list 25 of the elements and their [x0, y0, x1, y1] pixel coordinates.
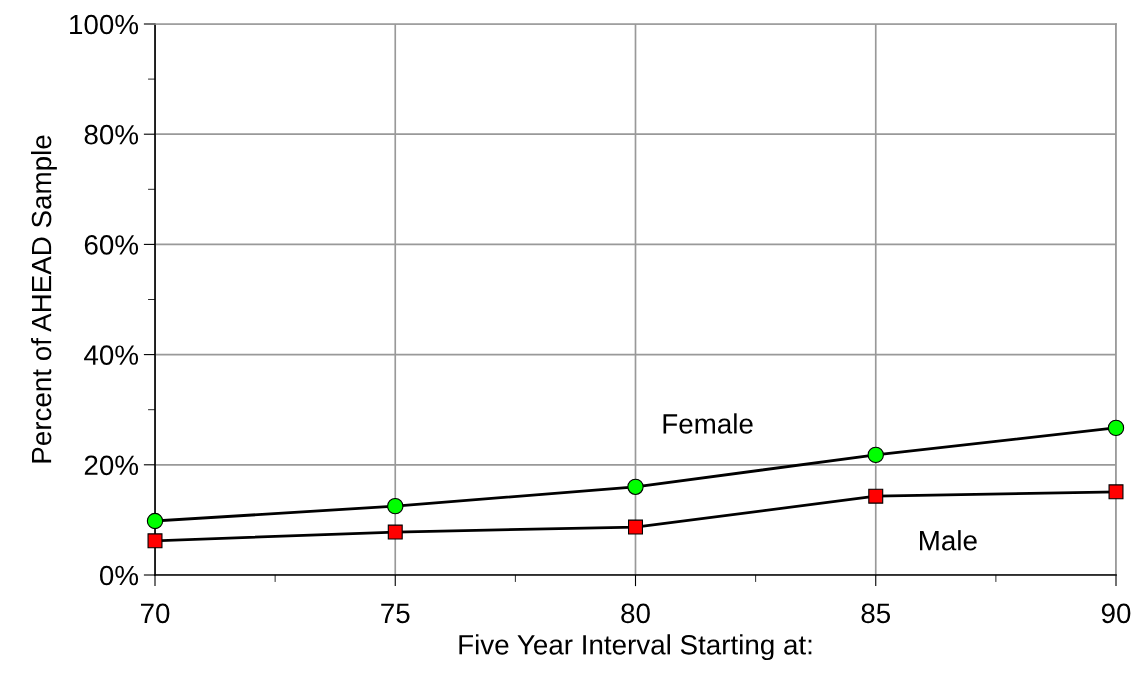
y-tick-label: 20%	[84, 455, 139, 476]
x-axis-title: Five Year Interval Starting at:	[459, 634, 812, 661]
point	[146, 512, 164, 530]
x-tick-label: 80	[621, 603, 650, 624]
x-tick-label: 85	[861, 603, 891, 624]
series-label: Male	[920, 530, 977, 551]
y-tick-label: 100%	[70, 14, 139, 35]
series-label: Female	[663, 413, 753, 434]
y-tick-label: 60%	[84, 235, 139, 255]
y-tick-label: 0%	[99, 565, 139, 586]
y-tick-label: 80%	[84, 124, 139, 145]
point	[387, 524, 403, 540]
point	[627, 478, 644, 496]
x-tick-label: 70	[140, 603, 170, 624]
point	[867, 446, 884, 464]
point	[1108, 484, 1124, 500]
point	[1107, 419, 1125, 437]
point	[147, 533, 163, 549]
point	[628, 519, 643, 535]
x-tick-label: 90	[1101, 603, 1131, 624]
y-axis-title: Percent of AHEAD Sample	[30, 135, 57, 463]
point	[868, 488, 884, 504]
point	[387, 497, 404, 515]
y-tick-label: 40%	[84, 345, 139, 365]
x-tick-label: 75	[381, 603, 410, 624]
